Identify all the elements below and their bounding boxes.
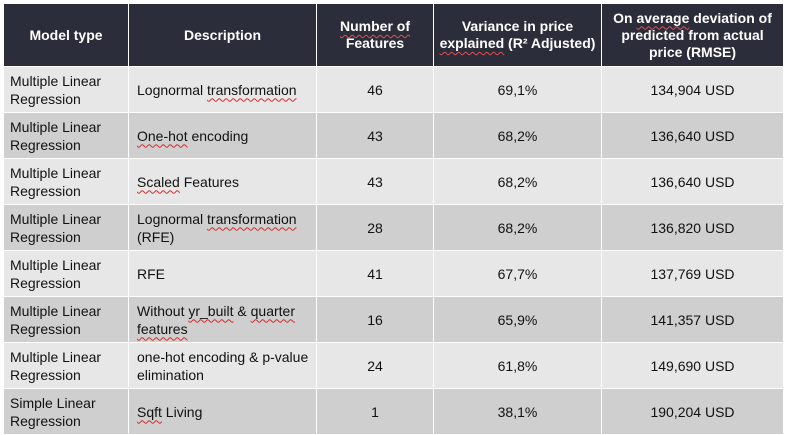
cell-rmse: 190,204 USD [601,388,784,435]
cell-number-of-features: 41 [316,250,434,297]
cell-model-type: Multiple Linear Regression [3,66,129,113]
table-row: Multiple Linear Regression One-hot encod… [3,112,784,159]
cell-r2-adjusted: 68,2% [433,112,602,159]
table-row: Simple Linear Regression Sqft Living 1 3… [3,388,784,435]
cell-r2-adjusted: 65,9% [433,296,602,343]
cell-description: One-hot encoding [128,112,317,159]
cell-number-of-features: 43 [316,112,434,159]
cell-r2-adjusted: 67,7% [433,250,602,297]
cell-number-of-features: 1 [316,388,434,435]
cell-rmse: 136,640 USD [601,158,784,205]
header-rmse-deviation: On average deviation of predicted from a… [601,3,784,67]
header-number-of-features: Number of Features [316,3,434,67]
header-description: Description [128,3,317,67]
cell-r2-adjusted: 38,1% [433,388,602,435]
table-row: Multiple Linear Regression Without yr_bu… [3,296,784,343]
cell-model-type: Multiple Linear Regression [3,204,129,251]
cell-number-of-features: 43 [316,158,434,205]
cell-description: one-hot encoding & p-value elimination [128,342,317,389]
cell-description: Lognormal transformation (RFE) [128,204,317,251]
header-model-type: Model type [3,3,129,67]
cell-rmse: 134,904 USD [601,66,784,113]
cell-number-of-features: 24 [316,342,434,389]
cell-number-of-features: 28 [316,204,434,251]
table-row: Multiple Linear Regression Scaled Featur… [3,158,784,205]
cell-rmse: 137,769 USD [601,250,784,297]
cell-model-type: Multiple Linear Regression [3,158,129,205]
cell-rmse: 141,357 USD [601,296,784,343]
cell-rmse: 136,640 USD [601,112,784,159]
cell-r2-adjusted: 68,2% [433,204,602,251]
table-row: Multiple Linear Regression Lognormal tra… [3,66,784,113]
cell-model-type: Multiple Linear Regression [3,250,129,297]
table-row: Multiple Linear Regression RFE 41 67,7% … [3,250,784,297]
header-row: Model type Description Number of Feature… [3,3,784,67]
cell-r2-adjusted: 68,2% [433,158,602,205]
table-row: Multiple Linear Regression Lognormal tra… [3,204,784,251]
cell-description: Lognormal transformation [128,66,317,113]
table-row: Multiple Linear Regression one-hot encod… [3,342,784,389]
cell-model-type: Simple Linear Regression [3,388,129,435]
results-table: Model type Description Number of Feature… [3,3,784,435]
cell-model-type: Multiple Linear Regression [3,342,129,389]
cell-rmse: 149,690 USD [601,342,784,389]
cell-description: RFE [128,250,317,297]
cell-rmse: 136,820 USD [601,204,784,251]
header-variance-explained: Variance in price explained (R² Adjusted… [433,3,602,67]
cell-number-of-features: 46 [316,66,434,113]
cell-model-type: Multiple Linear Regression [3,296,129,343]
cell-r2-adjusted: 61,8% [433,342,602,389]
cell-r2-adjusted: 69,1% [433,66,602,113]
cell-model-type: Multiple Linear Regression [3,112,129,159]
cell-description: Without yr_built & quarter features [128,296,317,343]
cell-description: Sqft Living [128,388,317,435]
cell-description: Scaled Features [128,158,317,205]
cell-number-of-features: 16 [316,296,434,343]
